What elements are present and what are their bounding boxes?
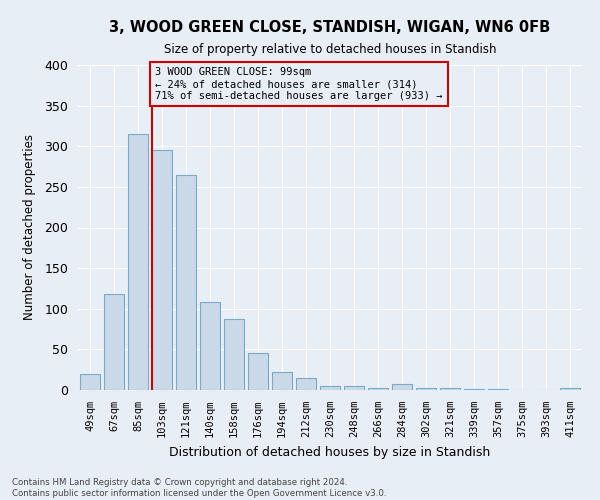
Bar <box>344 386 364 390</box>
Bar <box>152 150 172 390</box>
Bar <box>80 374 100 390</box>
Bar <box>416 388 436 390</box>
Text: 3, WOOD GREEN CLOSE, STANDISH, WIGAN, WN6 0FB: 3, WOOD GREEN CLOSE, STANDISH, WIGAN, WN… <box>109 20 551 35</box>
Bar <box>200 302 220 390</box>
Bar <box>320 386 340 390</box>
Bar <box>392 384 412 390</box>
Bar <box>176 174 196 390</box>
Bar <box>104 294 124 390</box>
Text: Size of property relative to detached houses in Standish: Size of property relative to detached ho… <box>164 42 496 56</box>
Text: 3 WOOD GREEN CLOSE: 99sqm
← 24% of detached houses are smaller (314)
71% of semi: 3 WOOD GREEN CLOSE: 99sqm ← 24% of detac… <box>155 68 443 100</box>
Text: Contains HM Land Registry data © Crown copyright and database right 2024.
Contai: Contains HM Land Registry data © Crown c… <box>12 478 386 498</box>
X-axis label: Distribution of detached houses by size in Standish: Distribution of detached houses by size … <box>169 446 491 458</box>
Bar <box>464 389 484 390</box>
Bar <box>560 388 580 390</box>
Bar <box>128 134 148 390</box>
Bar <box>224 318 244 390</box>
Bar <box>296 378 316 390</box>
Bar <box>272 372 292 390</box>
Bar <box>488 389 508 390</box>
Bar <box>368 388 388 390</box>
Bar <box>248 354 268 390</box>
Bar <box>440 388 460 390</box>
Y-axis label: Number of detached properties: Number of detached properties <box>23 134 36 320</box>
